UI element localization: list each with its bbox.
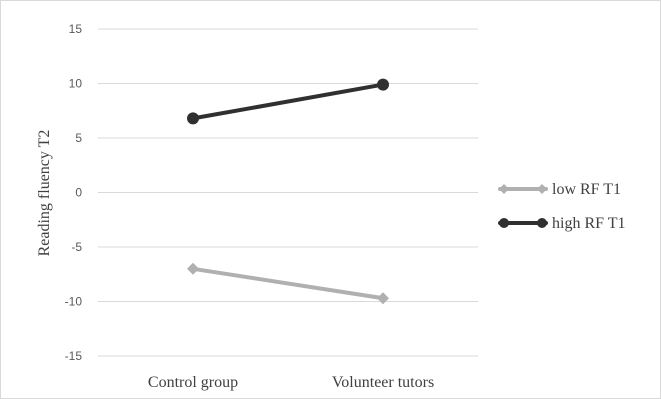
legend-swatch-marker — [499, 218, 509, 228]
legend-swatch-marker — [537, 218, 547, 228]
x-category-label: Volunteer tutors — [332, 374, 434, 391]
x-category-label: Control group — [148, 374, 238, 391]
series-layer — [187, 78, 389, 305]
legend-item: low RF T1 — [498, 181, 621, 198]
series-low-rf-t1 — [187, 262, 389, 305]
legend-label: low RF T1 — [552, 181, 621, 198]
data-point — [377, 292, 389, 305]
legend: low RF T1 high RF T1 — [498, 181, 626, 232]
y-axis-title: Reading fluency T2 — [36, 130, 53, 257]
grid-layer — [98, 28, 478, 357]
y-tick-label: 15 — [69, 22, 83, 36]
data-point — [377, 78, 389, 91]
series-line — [191, 82, 385, 121]
y-tick-label: -15 — [65, 349, 83, 363]
legend-label: high RF T1 — [552, 215, 626, 232]
y-tick-label: -10 — [65, 295, 83, 309]
series-high-rf-t1 — [187, 78, 389, 125]
y-tick-label: 5 — [75, 131, 82, 145]
y-tick-label: 0 — [75, 186, 82, 200]
legend-swatch-marker — [537, 184, 547, 194]
data-point — [187, 112, 199, 125]
y-tick-labels: 15 10 5 0 -5 -10 -15 — [65, 22, 83, 363]
legend-item: high RF T1 — [498, 215, 626, 232]
data-point — [187, 262, 199, 275]
series-line — [191, 266, 385, 301]
x-category-labels: Control group Volunteer tutors — [148, 374, 434, 391]
y-tick-label: -5 — [71, 240, 82, 254]
legend-swatch-marker — [499, 184, 509, 194]
y-tick-label: 10 — [69, 77, 83, 91]
